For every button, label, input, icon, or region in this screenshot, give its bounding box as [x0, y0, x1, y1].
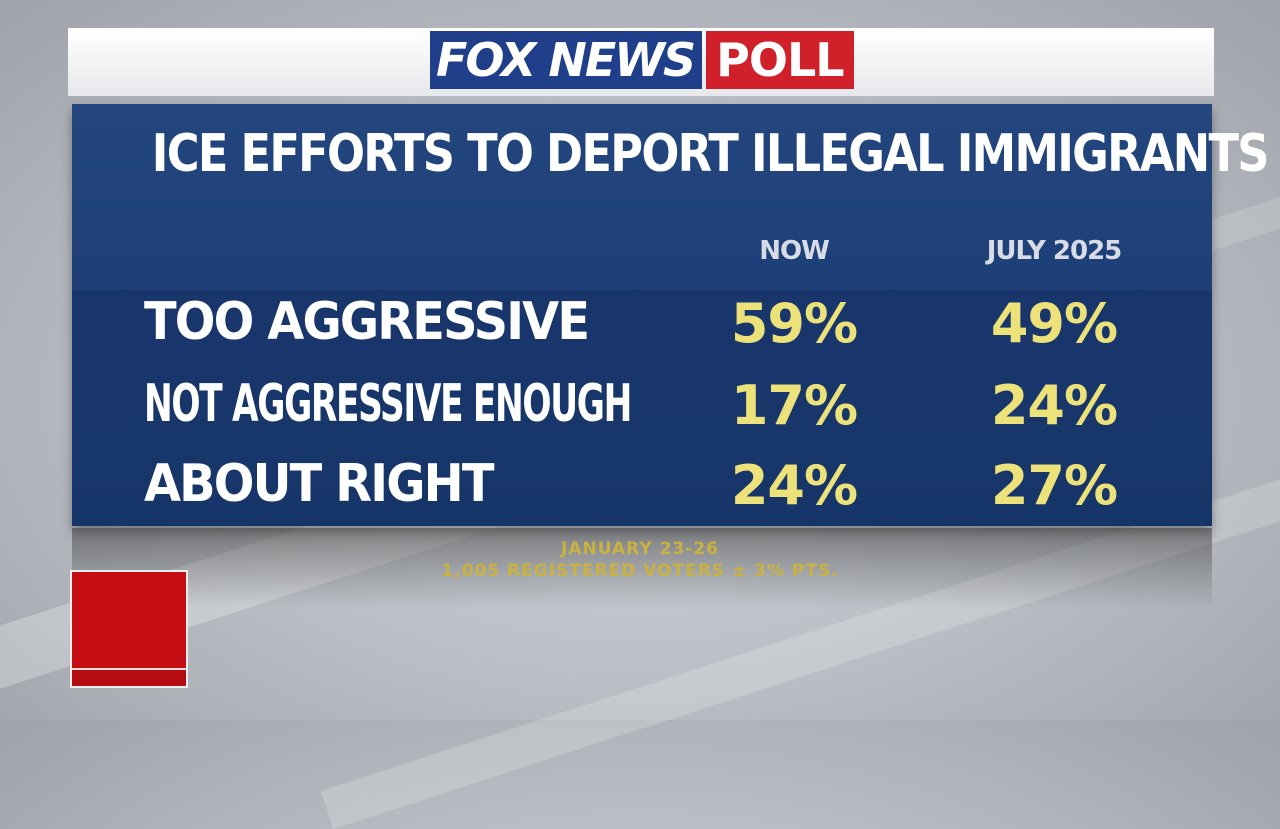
value-july-not-aggressive-enough: 24%	[990, 374, 1118, 437]
row-label-too-aggressive: TOO AGGRESSIVE	[144, 292, 590, 352]
footer-dates: JANUARY 23-26	[561, 539, 719, 559]
value-july-too-aggressive: 49%	[990, 292, 1118, 355]
panel-shadow	[72, 528, 1212, 608]
value-now-too-aggressive: 59%	[730, 292, 858, 355]
poll-title: ICE EFFORTS TO DEPORT ILLEGAL IMMIGRANTS	[151, 124, 1270, 184]
corner-box-label	[72, 668, 186, 686]
poll-panel: ICE EFFORTS TO DEPORT ILLEGAL IMMIGRANTS…	[72, 104, 1270, 526]
value-now-not-aggressive-enough: 17%	[730, 374, 858, 437]
logo-badge: POLL	[706, 31, 854, 89]
results-band	[72, 290, 1212, 526]
column-header-now: NOW	[759, 236, 830, 266]
poll-footer: JANUARY 23-26 1,005 REGISTERED VOTERS ± …	[0, 538, 1280, 582]
logo-brand: FOX NEWS	[430, 31, 703, 89]
value-now-about-right: 24%	[730, 454, 858, 517]
row-label-about-right: ABOUT RIGHT	[144, 454, 494, 514]
fox-news-poll-logo: FOX NEWS POLL	[430, 31, 854, 89]
row-label-not-aggressive-enough: NOT AGGRESSIVE ENOUGH	[144, 374, 632, 434]
column-header-july-2025: JULY 2025	[986, 236, 1123, 266]
footer-sample: 1,005 REGISTERED VOTERS ± 3% PTS.	[441, 561, 839, 581]
corner-red-box	[70, 570, 188, 688]
value-july-about-right: 27%	[990, 454, 1118, 517]
